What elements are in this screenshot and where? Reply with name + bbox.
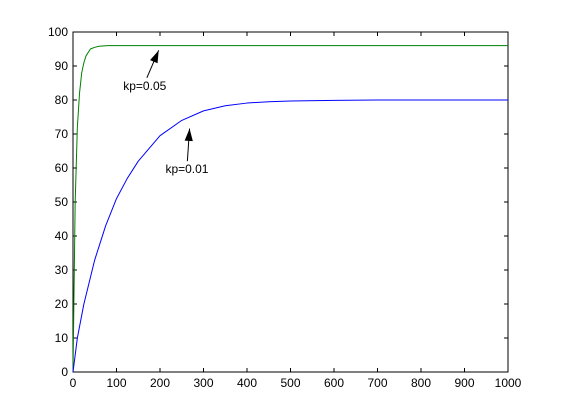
x-tick-label: 200 <box>150 376 170 390</box>
x-tick-label: 700 <box>367 376 387 390</box>
annotation-arrowhead-2 <box>184 128 193 142</box>
annotation-label-1: kp=0.05 <box>123 79 166 93</box>
annotation-layer: kp=0.05 kp=0.01 <box>123 50 209 176</box>
series-line-1 <box>72 45 508 373</box>
annotation-arrowhead-1 <box>150 50 159 64</box>
y-tick-label: 40 <box>55 229 69 243</box>
y-tick-label: 100 <box>48 25 68 39</box>
x-axis-ticks: 0 100 200 300 400 500 600 700 800 900 1000 <box>70 32 522 390</box>
annotation-label-2: kp=0.01 <box>165 162 208 176</box>
y-tick-label: 30 <box>55 263 69 277</box>
series-layer <box>72 45 508 373</box>
y-tick-label: 0 <box>61 365 68 379</box>
y-tick-label: 50 <box>55 195 69 209</box>
x-tick-label: 400 <box>237 376 257 390</box>
y-axis-ticks: 0 10 20 30 40 50 60 70 80 90 100 <box>48 25 508 379</box>
y-tick-label: 60 <box>55 161 69 175</box>
x-tick-label: 1000 <box>495 376 522 390</box>
y-tick-label: 70 <box>55 127 69 141</box>
y-tick-label: 90 <box>55 59 69 73</box>
y-tick-label: 10 <box>55 331 69 345</box>
x-tick-label: 900 <box>454 376 474 390</box>
series-line-2 <box>72 99 508 373</box>
x-tick-label: 0 <box>70 376 77 390</box>
x-tick-label: 800 <box>411 376 431 390</box>
plot-area <box>72 31 509 373</box>
x-tick-label: 300 <box>193 376 213 390</box>
y-tick-label: 80 <box>55 93 69 107</box>
x-tick-label: 100 <box>106 376 126 390</box>
x-tick-label: 600 <box>324 376 344 390</box>
y-tick-label: 20 <box>55 297 69 311</box>
x-tick-label: 500 <box>280 376 300 390</box>
